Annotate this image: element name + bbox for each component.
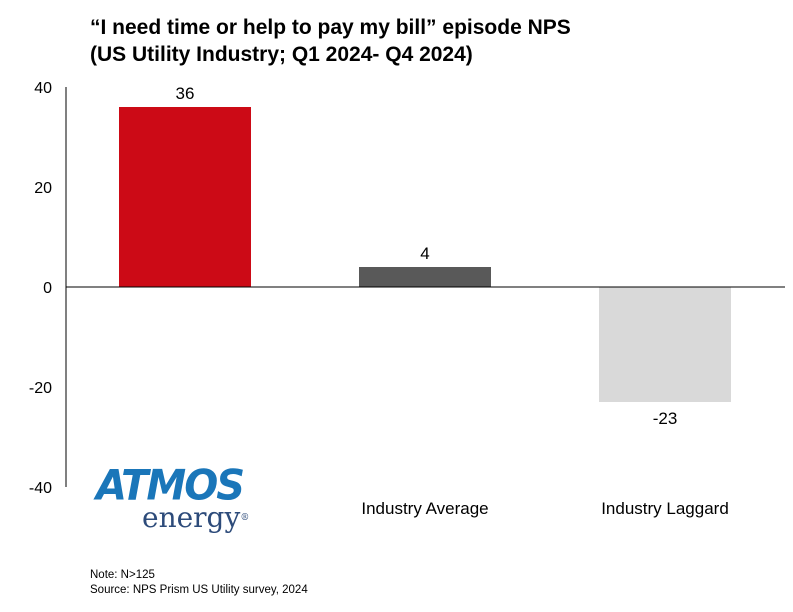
data-label-1: 36 <box>176 84 195 103</box>
atmos-energy-logo: ATMOS energy® <box>96 461 266 544</box>
y-tick-label: 40 <box>34 80 52 97</box>
chart-title: “I need time or help to pay my bill” epi… <box>90 14 770 68</box>
logo-atmos-text: ATMOS <box>96 461 245 511</box>
chart-title-line-1: “I need time or help to pay my bill” epi… <box>90 16 571 39</box>
note-text: Note: N>125 <box>90 569 155 581</box>
y-tick-label: 0 <box>43 280 52 297</box>
y-tick-label: 20 <box>34 180 52 197</box>
logo-energy-word: energy <box>142 501 241 534</box>
logo-energy-text: energy® <box>142 502 249 534</box>
data-label-3: -23 <box>653 409 678 428</box>
bar-3 <box>599 287 731 402</box>
y-tick-label: -40 <box>29 480 52 497</box>
logo-registered-mark: ® <box>240 513 250 523</box>
bar-1 <box>119 107 251 287</box>
chart-title-line-2: (US Utility Industry; Q1 2024- Q4 2024) <box>90 43 473 66</box>
source-text: Source: NPS Prism US Utility survey, 202… <box>90 584 308 596</box>
y-tick-label: -20 <box>29 380 52 397</box>
data-label-2: 4 <box>420 244 429 263</box>
bar-2 <box>359 267 491 287</box>
x-category-label-2: Industry Average <box>361 499 488 518</box>
footnotes: Note: N>125 Source: NPS Prism US Utility… <box>90 568 308 598</box>
x-category-label-3: Industry Laggard <box>601 499 729 518</box>
